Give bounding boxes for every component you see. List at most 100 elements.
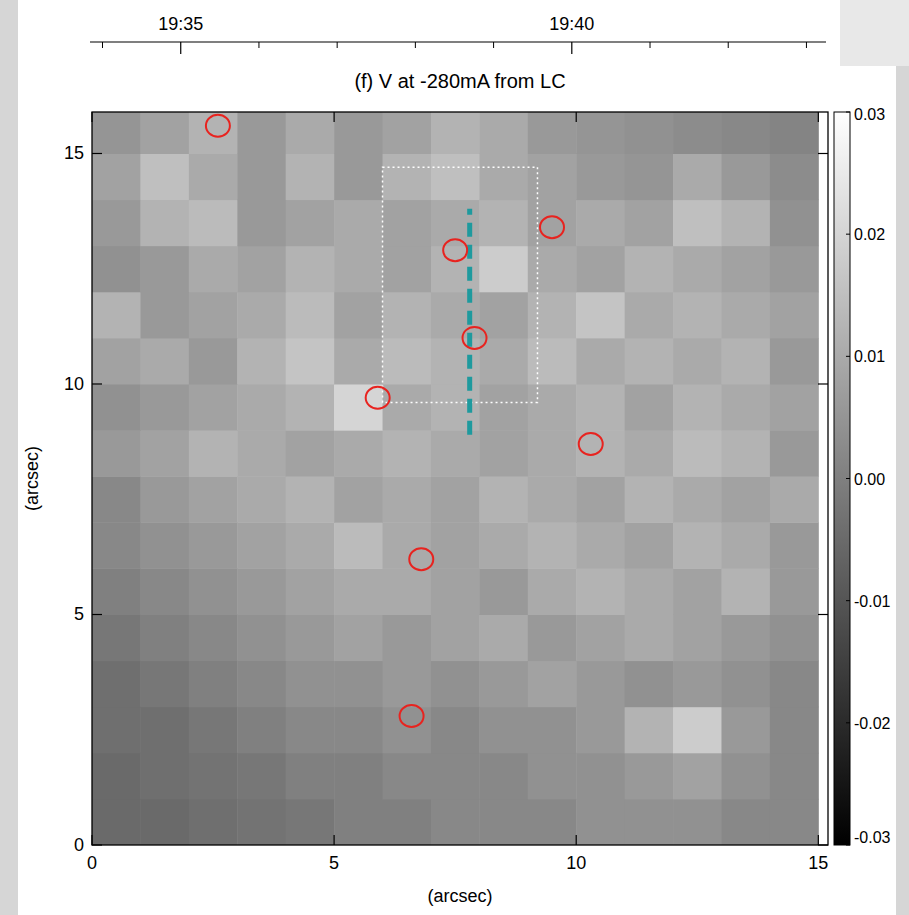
cell [383,112,432,154]
cell [189,707,238,754]
colorbar-tick [846,600,850,601]
cell [673,614,722,661]
cell [286,614,335,661]
cell [576,338,625,385]
contour [400,705,424,727]
x-tick-label: 0 [87,853,97,873]
cell [431,112,480,154]
figure: 19:3519:40(f) V at -280mA from LC0510150… [0,0,909,915]
title: (f) V at -280mA from LC [354,70,565,92]
contour [366,387,390,409]
x-tick-top [576,112,577,122]
cell [721,522,770,569]
cell [625,430,674,477]
cell [528,153,577,200]
cell [334,112,383,154]
cell [431,753,480,800]
cell [673,799,722,845]
colorbar-tick [846,234,850,235]
cell [576,200,625,247]
cell [383,200,432,247]
cell [673,153,722,200]
cell [237,661,286,708]
cell [625,292,674,339]
x-tick [91,835,92,845]
cell [528,384,577,431]
x-tick-top [818,112,819,122]
cell [334,476,383,523]
time-axis-line [90,41,826,42]
cell [721,707,770,754]
cell [237,799,286,845]
cell [334,338,383,385]
cell [721,112,770,154]
y-tick-label: 5 [74,604,84,624]
cell [673,246,722,293]
cell [770,476,819,523]
time-minor-tick [493,42,494,48]
cell [479,614,528,661]
cell [92,661,141,708]
cell [237,246,286,293]
cell [383,292,432,339]
cell [479,522,528,569]
time-minor-tick [728,42,729,48]
cell [140,568,189,615]
cell [237,430,286,477]
cell [237,112,286,154]
cell [237,292,286,339]
cell [528,338,577,385]
cell [189,112,238,154]
colorbar-tick-label: 0.02 [854,226,885,243]
x-axis-title: (arcsec) [427,886,492,906]
cell [673,568,722,615]
cell [576,568,625,615]
cell [770,384,819,431]
cell [334,246,383,293]
cell [673,476,722,523]
cell [770,153,819,200]
cell [237,707,286,754]
cell [286,753,335,800]
cell [673,430,722,477]
contour [540,216,564,238]
cell [479,799,528,845]
cell [286,476,335,523]
y-tick-label: 0 [74,835,84,855]
x-tick-label: 5 [329,853,339,873]
cell [479,753,528,800]
cell [431,153,480,200]
contour [409,548,433,570]
colorbar-tick [846,112,850,113]
cell [237,153,286,200]
cell [140,200,189,247]
cell [673,338,722,385]
cell [528,799,577,845]
cell [431,292,480,339]
cell [383,568,432,615]
cell [479,661,528,708]
cell [140,753,189,800]
cell [237,476,286,523]
colorbar-tick-label: 0.01 [854,348,885,365]
colorbar-tick [846,356,850,357]
cell [625,476,674,523]
cell [625,384,674,431]
colorbar-tick-label: -0.02 [854,715,891,732]
cell [721,338,770,385]
cell [92,153,141,200]
cell [92,614,141,661]
x-tick-top [334,112,335,122]
cell [479,292,528,339]
cell [286,153,335,200]
cell [721,476,770,523]
cell [431,246,480,293]
cell [189,384,238,431]
cell [625,246,674,293]
cell [189,568,238,615]
cell [334,430,383,477]
cell [479,153,528,200]
cell [286,246,335,293]
cell [479,476,528,523]
cell [576,246,625,293]
